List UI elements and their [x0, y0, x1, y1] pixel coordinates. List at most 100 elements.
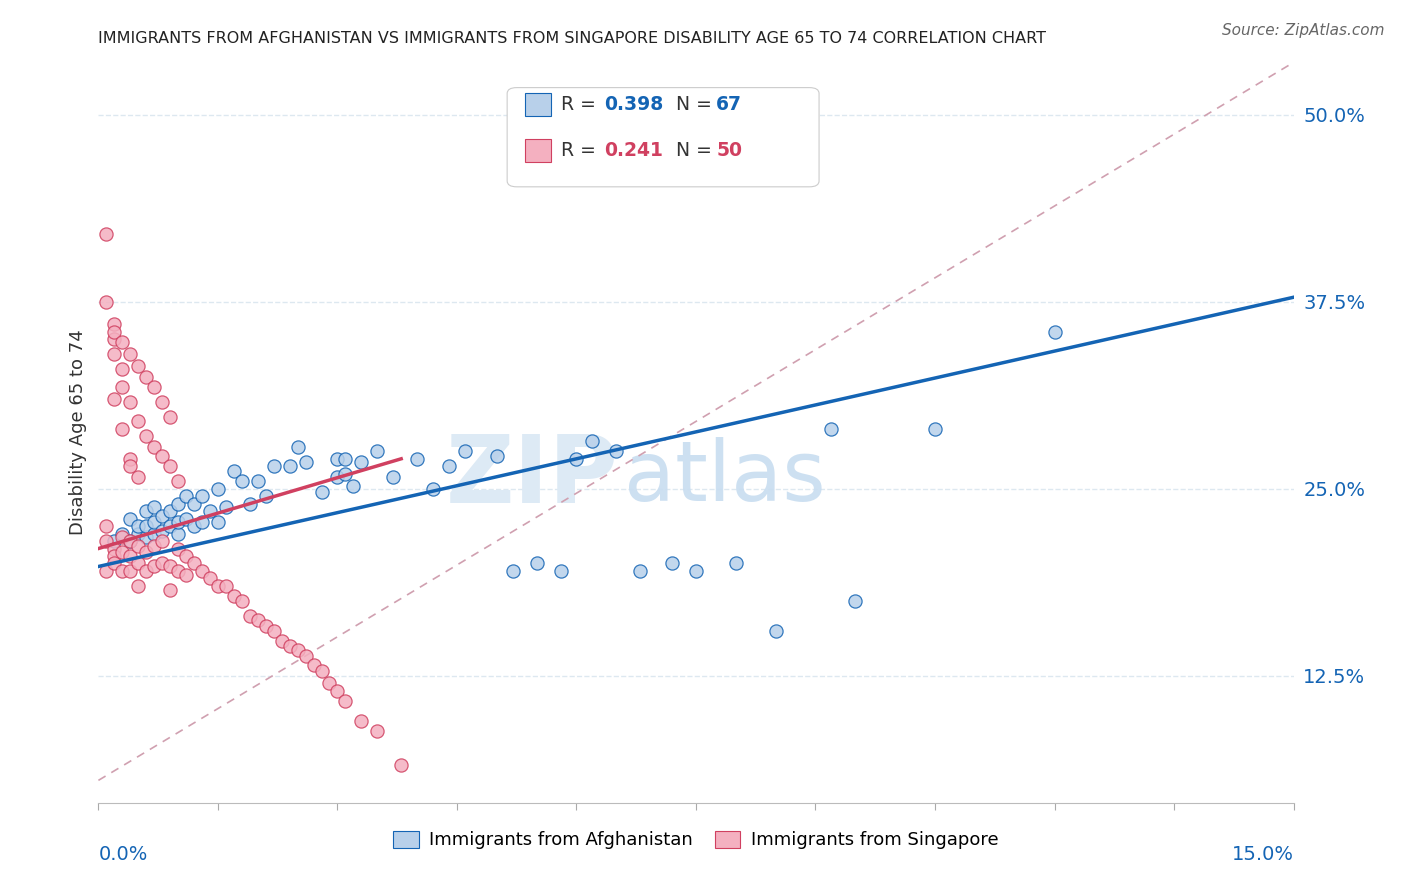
Point — [287, 643, 309, 657]
Point — [96, 519, 118, 533]
Point — [143, 500, 166, 514]
Point — [254, 489, 277, 503]
Point — [174, 511, 197, 525]
Point — [120, 534, 142, 549]
FancyBboxPatch shape — [508, 87, 820, 186]
Point — [150, 395, 173, 409]
Point — [120, 347, 142, 361]
Point — [207, 515, 229, 529]
Point — [111, 526, 134, 541]
Point — [120, 451, 142, 466]
Text: 15.0%: 15.0% — [1232, 845, 1294, 863]
Point — [222, 464, 245, 478]
Point — [335, 694, 357, 708]
Point — [350, 714, 373, 728]
Point — [502, 564, 524, 578]
Point — [326, 451, 349, 466]
Point — [103, 332, 125, 346]
Point — [406, 451, 429, 466]
Point — [103, 392, 125, 406]
Point — [565, 451, 588, 466]
Point — [103, 534, 125, 549]
Text: Source: ZipAtlas.com: Source: ZipAtlas.com — [1222, 23, 1385, 38]
Point — [103, 549, 125, 563]
Point — [844, 594, 866, 608]
Text: atlas: atlas — [624, 436, 825, 517]
Point — [143, 515, 166, 529]
Point — [1043, 325, 1066, 339]
Point — [685, 564, 707, 578]
Point — [111, 335, 134, 350]
Point — [120, 395, 142, 409]
Point — [239, 497, 262, 511]
Point — [143, 559, 166, 574]
FancyBboxPatch shape — [524, 138, 551, 162]
Point — [924, 422, 946, 436]
Text: N =: N = — [676, 95, 717, 114]
Point — [167, 474, 190, 488]
Point — [661, 557, 683, 571]
Point — [231, 474, 253, 488]
Point — [191, 489, 214, 503]
Text: 0.241: 0.241 — [605, 141, 662, 160]
Point — [326, 683, 349, 698]
Point — [96, 534, 118, 549]
Text: 67: 67 — [716, 95, 742, 114]
Point — [143, 380, 166, 394]
Point — [127, 414, 149, 428]
Point — [246, 474, 269, 488]
Point — [526, 557, 548, 571]
Point — [167, 526, 190, 541]
Point — [143, 440, 166, 454]
Text: ZIP: ZIP — [446, 431, 619, 523]
Point — [127, 519, 149, 533]
Point — [111, 564, 134, 578]
Point — [389, 758, 412, 772]
Point — [167, 515, 190, 529]
Point — [215, 500, 238, 514]
Point — [485, 449, 508, 463]
Point — [342, 479, 364, 493]
Point — [120, 564, 142, 578]
Point — [159, 519, 181, 533]
Point — [422, 482, 444, 496]
Point — [127, 469, 149, 483]
Text: 50: 50 — [716, 141, 742, 160]
FancyBboxPatch shape — [524, 93, 551, 117]
Point — [120, 459, 142, 474]
Text: R =: R = — [561, 95, 602, 114]
Point — [127, 579, 149, 593]
Point — [302, 658, 325, 673]
Y-axis label: Disability Age 65 to 74: Disability Age 65 to 74 — [69, 330, 87, 535]
Point — [294, 455, 316, 469]
Point — [135, 519, 157, 533]
Point — [103, 325, 125, 339]
Point — [111, 544, 134, 558]
Point — [127, 526, 149, 541]
Point — [96, 564, 118, 578]
Point — [326, 469, 349, 483]
Text: 0.0%: 0.0% — [98, 845, 148, 863]
Point — [167, 541, 190, 556]
Point — [103, 347, 125, 361]
Point — [127, 557, 149, 571]
Text: IMMIGRANTS FROM AFGHANISTAN VS IMMIGRANTS FROM SINGAPORE DISABILITY AGE 65 TO 74: IMMIGRANTS FROM AFGHANISTAN VS IMMIGRANT… — [98, 31, 1046, 46]
Point — [318, 676, 340, 690]
Point — [366, 444, 388, 458]
Point — [111, 422, 134, 436]
Point — [198, 504, 221, 518]
Point — [135, 564, 157, 578]
Point — [183, 497, 205, 511]
Point — [207, 482, 229, 496]
Point — [103, 557, 125, 571]
Point — [159, 459, 181, 474]
Point — [231, 594, 253, 608]
Point — [127, 539, 149, 553]
Point — [191, 515, 214, 529]
Point — [159, 409, 181, 424]
Point — [96, 227, 118, 242]
Point — [287, 440, 309, 454]
Point — [311, 484, 333, 499]
Point — [215, 579, 238, 593]
Legend: Immigrants from Afghanistan, Immigrants from Singapore: Immigrants from Afghanistan, Immigrants … — [387, 823, 1005, 856]
